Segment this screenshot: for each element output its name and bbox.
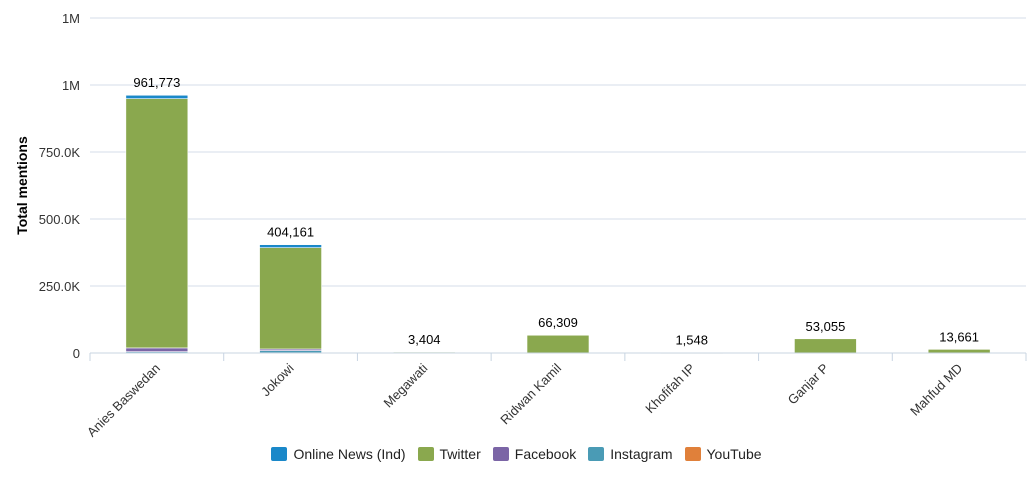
data-label: 13,661 (939, 329, 979, 344)
legend-label: YouTube (706, 446, 762, 462)
x-tick-label: Khofifah IP (642, 361, 698, 417)
legend: Online News (Ind) Twitter Facebook Instagra… (0, 446, 1033, 462)
legend-swatch (588, 447, 605, 461)
legend-swatch (684, 447, 701, 461)
data-label: 66,309 (538, 315, 578, 330)
bar-segment-online-news-ind-[interactable] (259, 244, 322, 248)
bar-segment-twitter[interactable] (259, 247, 322, 350)
legend-label: Online News (Ind) (293, 446, 406, 462)
bar-segment-online-news-ind-[interactable] (125, 94, 189, 99)
x-tick-label: Megawati (380, 360, 430, 410)
data-label: 1,548 (675, 333, 708, 348)
legend-label: Twitter (439, 446, 481, 462)
bar-segment-instagram[interactable] (259, 350, 322, 354)
data-label: 961,773 (133, 75, 180, 90)
data-labels: 961,773 404,161 3,404 66,309 1,548 53,055 13,6… (133, 75, 979, 347)
bar-segment-twitter[interactable] (526, 334, 590, 354)
y-tick-label: 1M (62, 11, 80, 26)
data-label: 3,404 (408, 332, 441, 347)
gridlines (90, 17, 1026, 287)
bar-segment-facebook[interactable] (125, 347, 189, 352)
x-tick-label: Anies Baswedan (84, 361, 163, 440)
legend-swatch (492, 447, 509, 461)
legend-label: Facebook (514, 446, 577, 462)
y-tick-label: 1M (62, 78, 80, 93)
data-label: 404,161 (267, 225, 314, 240)
legend-item-online-news-ind[interactable]: Online News (Ind) (271, 446, 406, 462)
data-label: 53,055 (806, 319, 846, 334)
y-tick-label: 250.0K (39, 279, 81, 294)
y-tick-label: 0 (73, 346, 80, 361)
legend-swatch (417, 447, 434, 461)
x-tick-label: Jokowi (258, 360, 297, 399)
legend-item-twitter[interactable]: Twitter (417, 446, 481, 462)
legend-item-youtube[interactable]: YouTube (684, 446, 762, 462)
bar-segment-twitter[interactable] (125, 98, 189, 349)
bar-segment-twitter[interactable] (927, 349, 991, 354)
x-tick-label: Ganjar P (785, 361, 832, 408)
y-tick-label: 750.0K (39, 145, 81, 160)
x-tick-label: Mahfud MD (907, 361, 965, 419)
x-axis: Anies Baswedan Jokowi Megawati Ridwan Kamil… (84, 352, 1027, 440)
y-axis-ticks: 0 250.0K 500.0K 750.0K 1M 1M (39, 11, 81, 361)
y-axis-label: Total mentions (14, 136, 30, 235)
legend-item-instagram[interactable]: Instagram (588, 446, 673, 462)
legend-item-facebook[interactable]: Facebook (492, 446, 577, 462)
legend-label: Instagram (610, 446, 673, 462)
y-tick-label: 500.0K (39, 212, 81, 227)
x-tick-label: Ridwan Kamil (497, 360, 564, 427)
legend-swatch (271, 447, 288, 461)
bar-segment-twitter[interactable] (794, 338, 857, 354)
stacked-bar-chart: 0 250.0K 500.0K 750.0K 1M 1M Total mentions 9… (14, 11, 1027, 440)
